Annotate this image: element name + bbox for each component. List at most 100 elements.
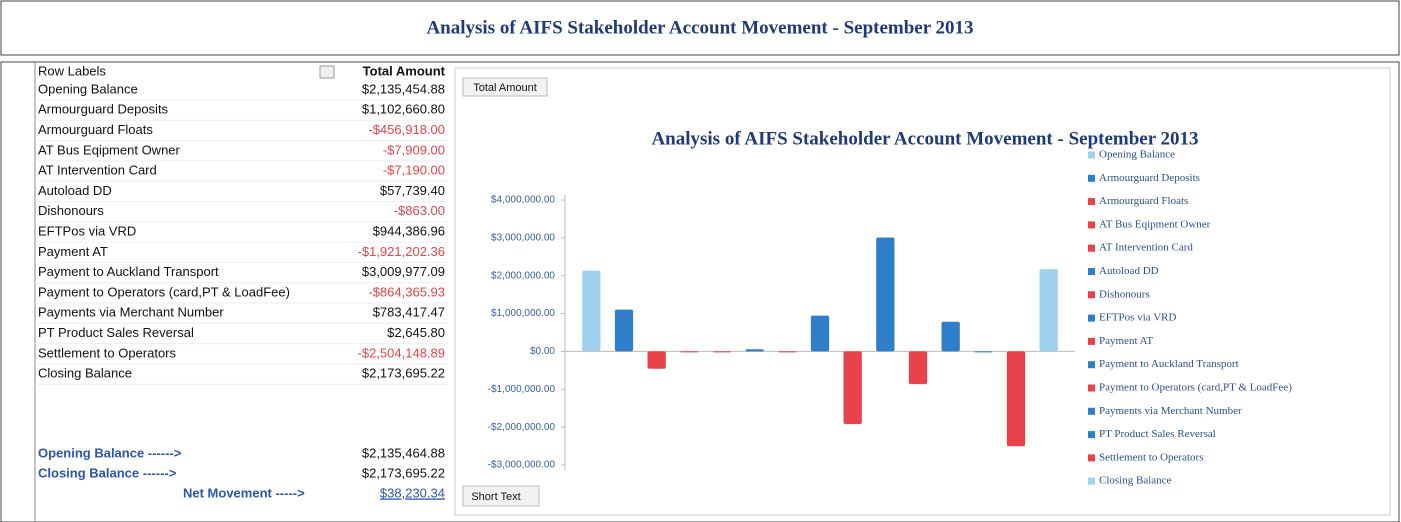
legend-swatch <box>1088 384 1095 392</box>
legend-label: Closing Balance <box>1099 475 1172 487</box>
row-amount: $57,739.40 <box>380 183 445 198</box>
bar <box>614 309 634 352</box>
row-amount: $2,135,454.88 <box>362 81 445 96</box>
y-tick-label: -$3,000,000.00 <box>488 460 556 471</box>
row-amount: -$864,365.93 <box>368 284 445 299</box>
col-header: Row Labels <box>38 63 106 78</box>
chart-title: Analysis of AIFS Stakeholder Account Mov… <box>651 128 1198 149</box>
row-label: EFTPos via VRD <box>38 224 136 239</box>
bar <box>647 351 666 369</box>
legend-label: Opening Balance <box>1099 149 1175 161</box>
row-amount: -$863.00 <box>394 203 445 218</box>
y-tick-label: $3,000,000.00 <box>491 232 555 243</box>
legend-swatch <box>1088 221 1095 229</box>
row-amount: $3,009,977.09 <box>362 264 445 279</box>
bar <box>876 237 895 352</box>
row-label: Payment to Auckland Transport <box>38 264 219 279</box>
summary-amount: $38,230.34 <box>380 485 445 500</box>
bar <box>1006 351 1026 447</box>
field-button-label: Total Amount <box>473 82 537 94</box>
y-tick-label: -$1,000,000.00 <box>488 384 556 395</box>
legend-swatch <box>1088 431 1095 439</box>
y-tick-label: $2,000,000.00 <box>491 270 555 281</box>
row-label: Armourguard Deposits <box>38 102 169 117</box>
bar <box>843 351 862 425</box>
row-label: AT Intervention Card <box>38 163 157 178</box>
summary-amount: $2,135,464.88 <box>362 445 445 460</box>
legend-swatch <box>1088 337 1095 345</box>
bar <box>810 315 830 352</box>
legend-label: AT Intervention Card <box>1099 242 1193 254</box>
legend-label: Armourguard Floats <box>1099 195 1188 207</box>
summary-label: Closing Balance ------> <box>38 465 177 480</box>
legend-swatch <box>1088 477 1095 485</box>
row-amount: $2,173,695.22 <box>362 366 445 381</box>
summary-label: Opening Balance ------> <box>38 445 182 460</box>
row-label: Payments via Merchant Number <box>38 305 224 320</box>
y-tick-label: -$2,000,000.00 <box>488 422 556 433</box>
legend-label: Payment AT <box>1099 335 1153 347</box>
legend-label: Settlement to Operators <box>1099 451 1203 463</box>
row-amount: $1,102,660.80 <box>362 102 445 117</box>
chart-area <box>454 67 1391 516</box>
row-amount: -$456,918.00 <box>368 122 445 137</box>
bar <box>680 351 699 353</box>
legend-label: EFTPos via VRD <box>1099 312 1176 324</box>
row-amount: -$7,190.00 <box>383 163 445 178</box>
summary-amount: $2,173,695.22 <box>362 465 445 480</box>
bar <box>582 270 601 352</box>
row-label: Closing Balance <box>38 366 132 381</box>
filter-button[interactable] <box>319 65 335 79</box>
legend-swatch <box>1088 268 1095 275</box>
bar <box>712 351 732 353</box>
legend-swatch <box>1088 151 1095 159</box>
row-amount: -$1,921,202.36 <box>358 244 445 259</box>
row-amount: -$7,909.00 <box>383 142 445 157</box>
legend-swatch <box>1088 244 1095 252</box>
row-label: Opening Balance <box>38 81 138 96</box>
row-label: Autoload DD <box>38 183 112 198</box>
row-label: Dishonours <box>38 203 104 218</box>
legend-swatch <box>1088 361 1095 369</box>
summary-label: Net Movement -----> <box>183 485 305 500</box>
row-label: PT Product Sales Reversal <box>38 325 194 340</box>
filter-button-label: Short Text <box>471 491 520 503</box>
legend-label: Payment to Auckland Transport <box>1099 358 1239 370</box>
bar <box>941 321 960 352</box>
legend-label: Armourguard Deposits <box>1099 172 1200 184</box>
legend-swatch <box>1088 314 1095 322</box>
legend-swatch <box>1088 291 1095 299</box>
header-box <box>0 0 1400 56</box>
legend-swatch <box>1088 454 1095 462</box>
bar <box>745 349 764 352</box>
row-amount: $783,417.47 <box>373 305 445 320</box>
legend-label: Dishonours <box>1099 288 1150 300</box>
row-amount: -$2,504,148.89 <box>358 345 445 360</box>
row-label: Payment to Operators (card,PT & LoadFee) <box>38 284 290 299</box>
field-button[interactable] <box>462 77 548 97</box>
row-label: Settlement to Operators <box>38 345 177 360</box>
page-title: Analysis of AIFS Stakeholder Account Mov… <box>426 17 973 38</box>
bar <box>778 351 797 353</box>
filter-button[interactable] <box>462 485 540 507</box>
bar <box>1039 269 1058 352</box>
bar <box>974 351 993 353</box>
y-tick-label: $4,000,000.00 <box>491 195 555 206</box>
y-tick-label: $1,000,000.00 <box>491 308 555 319</box>
legend-label: Autoload DD <box>1099 265 1159 277</box>
legend-label: Payment to Operators (card,PT & LoadFee) <box>1099 382 1292 394</box>
row-label: Armourguard Floats <box>38 122 153 137</box>
legend-swatch <box>1088 407 1095 415</box>
y-tick-label: $0.00 <box>530 346 555 357</box>
legend-label: Payments via Merchant Number <box>1099 405 1242 417</box>
bar <box>908 351 928 385</box>
legend-label: AT Bus Eqipment Owner <box>1099 218 1211 230</box>
row-label: Payment AT <box>38 244 108 259</box>
row-label: AT Bus Eqipment Owner <box>38 142 181 157</box>
row-amount: $2,645.80 <box>387 325 445 340</box>
legend-swatch <box>1088 198 1095 206</box>
legend-swatch <box>1088 174 1095 182</box>
col-header: Total Amount <box>363 63 446 78</box>
row-amount: $944,386.96 <box>373 224 445 239</box>
